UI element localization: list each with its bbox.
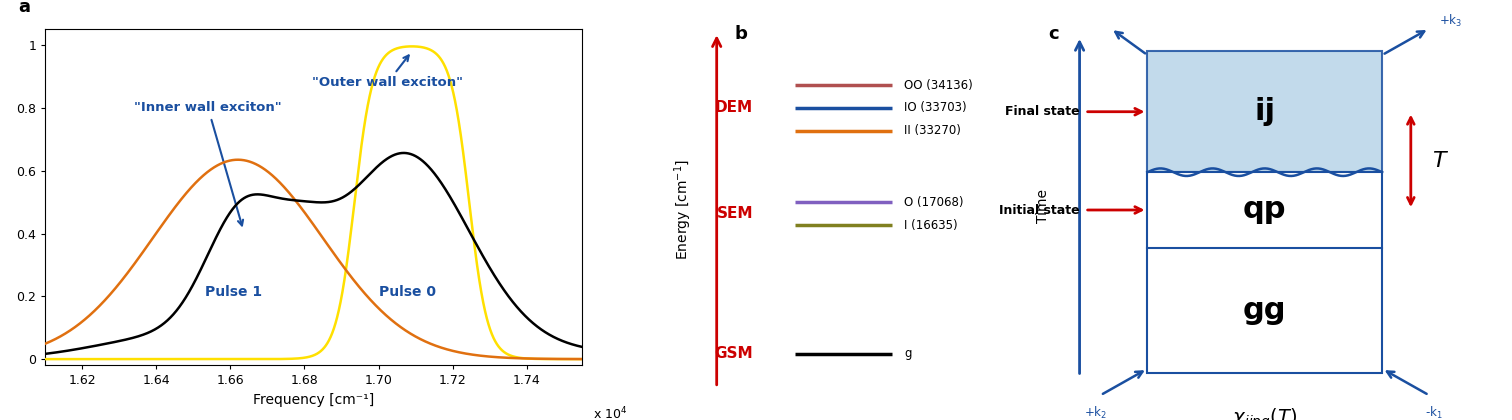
Text: qp: qp (1243, 195, 1287, 225)
Text: -k$_1$: -k$_1$ (1426, 405, 1442, 420)
Text: $\chi_{ijpq}(T)$: $\chi_{ijpq}(T)$ (1232, 407, 1297, 420)
Text: $\mathit{T}$: $\mathit{T}$ (1432, 151, 1448, 171)
Polygon shape (1148, 172, 1382, 373)
Text: Pulse 1: Pulse 1 (204, 285, 262, 299)
Text: II (33270): II (33270) (904, 124, 962, 137)
Text: IO (33703): IO (33703) (904, 102, 966, 114)
Text: I (16635): I (16635) (904, 219, 957, 231)
X-axis label: Frequency [cm⁻¹]: Frequency [cm⁻¹] (253, 393, 375, 407)
Text: +k$_3$: +k$_3$ (1439, 13, 1462, 29)
Text: g: g (904, 347, 912, 360)
Text: +k$_2$: +k$_2$ (1084, 405, 1107, 420)
Text: c: c (1048, 25, 1058, 43)
Text: O (17068): O (17068) (904, 196, 963, 209)
Text: x 10$^4$: x 10$^4$ (593, 406, 627, 420)
Text: Time: Time (1036, 189, 1049, 223)
Text: "Inner wall exciton": "Inner wall exciton" (135, 101, 281, 226)
Text: a: a (18, 0, 30, 16)
Text: b: b (735, 25, 748, 43)
Text: Pulse 0: Pulse 0 (378, 285, 435, 299)
Text: Initial state: Initial state (999, 204, 1080, 216)
Text: gg: gg (1243, 296, 1287, 325)
Text: GSM: GSM (714, 346, 753, 361)
Text: OO (34136): OO (34136) (904, 79, 972, 92)
Polygon shape (1148, 51, 1382, 172)
Text: ij: ij (1253, 97, 1275, 126)
Text: Final state: Final state (1005, 105, 1080, 118)
Text: "Outer wall exciton": "Outer wall exciton" (311, 55, 463, 89)
Text: Energy [cm$^{-1}$]: Energy [cm$^{-1}$] (673, 160, 694, 260)
Text: DEM: DEM (715, 100, 753, 116)
Text: SEM: SEM (717, 206, 753, 221)
